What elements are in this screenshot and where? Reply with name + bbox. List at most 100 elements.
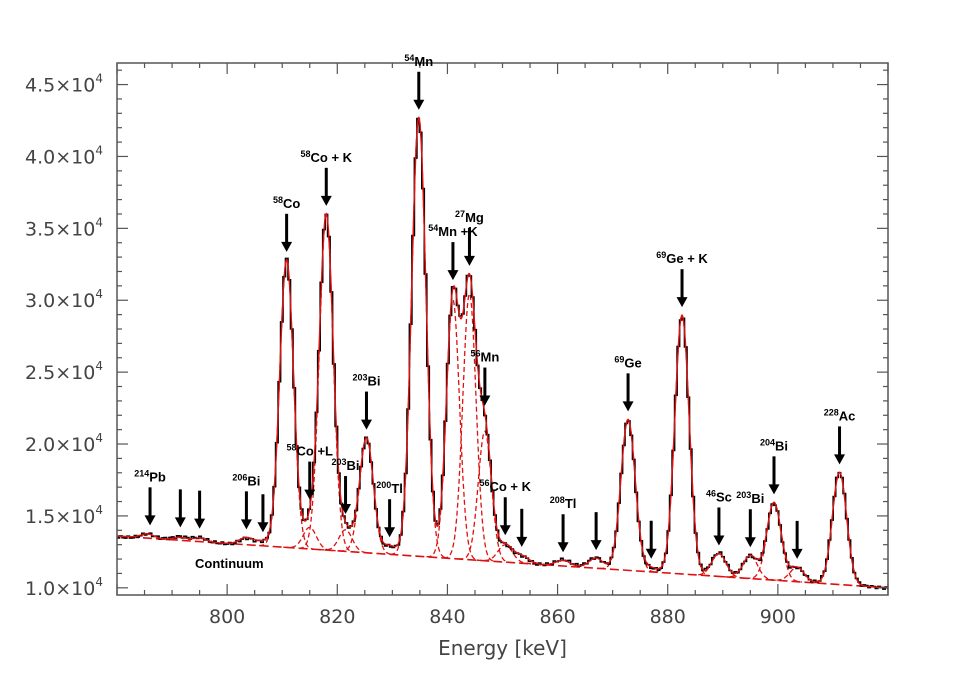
fit-component-5	[259, 258, 314, 550]
peak-annotation: 204Bi	[760, 437, 788, 495]
x-tick-label: 840	[429, 606, 465, 628]
peak-label-text: 200Tl	[376, 480, 403, 496]
fit-component-12	[426, 298, 479, 561]
peak-label-text: 69Ge + K	[656, 250, 708, 266]
peak-label-text: 203Bi	[332, 457, 360, 473]
peak-arrow-head	[479, 395, 491, 406]
peak-arrow-head	[768, 484, 780, 495]
peak-annotation: 56Mn	[470, 349, 499, 406]
x-tick-label: 880	[650, 606, 686, 628]
peak-annotation: 203Bi	[332, 457, 360, 515]
peak-arrow-head	[622, 401, 634, 412]
peak-arrow-head	[281, 241, 293, 252]
x-tick-label: 860	[539, 606, 575, 628]
peak-annotation	[516, 508, 528, 547]
x-tick-label: 900	[760, 606, 796, 628]
peak-annotation: 58Co +L	[287, 443, 334, 500]
peak-label-text: 228Ac	[824, 407, 856, 423]
peak-arrow-head	[744, 537, 756, 548]
x-tick-label: 800	[209, 606, 245, 628]
peak-annotation: 58Co	[273, 195, 300, 252]
peak-label-text: 69Ge	[614, 354, 641, 370]
peak-annotation: 203Bi	[736, 490, 764, 548]
peak-arrow-head	[360, 419, 372, 430]
peak-annotation	[590, 512, 602, 551]
peak-arrow-head	[384, 527, 396, 538]
y-tick-label: 3.5×104	[25, 215, 103, 240]
peak-annotation	[645, 520, 657, 559]
y-tick-label: 4.5×104	[25, 72, 103, 97]
peak-annotation: 228Ac	[824, 407, 856, 465]
peak-annotation	[174, 489, 186, 528]
continuum-label: Continuum	[195, 556, 264, 571]
peak-annotation: 214Pb	[134, 468, 166, 526]
peak-annotation: 206Bi	[232, 472, 260, 530]
peak-label-text: 56Co + K	[479, 478, 531, 494]
peak-arrow-head	[304, 489, 316, 500]
peak-arrow-head	[320, 195, 332, 206]
peak-annotation: 46Sc	[706, 488, 732, 546]
fit-component-21	[653, 314, 711, 577]
peak-annotation	[791, 520, 803, 559]
peak-label-text: 58Co	[273, 195, 300, 211]
peak-arrow-head	[791, 548, 803, 559]
fit-component-26	[810, 471, 868, 588]
peak-annotation: 27Mg	[455, 209, 484, 266]
peak-arrow-head	[834, 454, 846, 465]
peak-arrow-head	[413, 99, 425, 110]
peak-annotation: 69Ge	[614, 354, 642, 412]
data-histogram	[117, 117, 889, 590]
axes: 800 820 840 860 880 900 1.0×104 1.5×104 2.0×104 2…	[25, 62, 889, 628]
peak-label-text: 27Mg	[455, 209, 484, 225]
data-histogram-path	[117, 117, 889, 590]
peak-label-text: 204Bi	[760, 437, 788, 453]
peak-annotation: 200Tl	[376, 480, 403, 538]
peak-arrow-head	[340, 504, 352, 515]
peak-annotation	[194, 490, 206, 529]
peak-arrow-head	[257, 522, 269, 533]
peak-arrow-head	[557, 542, 569, 553]
peak-label-text: 203Bi	[736, 490, 764, 506]
peak-annotation: 54Mn	[404, 53, 433, 110]
y-tick-label: 4.0×104	[25, 143, 103, 168]
y-tick-label: 2.0×104	[25, 431, 103, 456]
x-axis-title: Energy [keV]	[438, 636, 567, 660]
peak-arrow-head	[144, 515, 156, 526]
peak-annotation: 69Ge + K	[656, 250, 708, 308]
y-tick-label: 2.5×104	[25, 359, 103, 384]
peak-label-text: 54Mn	[404, 53, 433, 69]
peak-annotations: 214Pb 206Bi 58Co 58Co +L 58Co + K 203Bi 203Bi 2…	[134, 53, 856, 559]
peak-arrow-head	[516, 536, 528, 547]
continuum-line-path	[116, 535, 889, 589]
fit-component-22	[690, 552, 747, 579]
peak-label-text: 208Tl	[550, 495, 577, 511]
peak-label-text: 58Co +L	[287, 443, 334, 459]
y-tick-label: 3.0×104	[25, 287, 103, 312]
peak-label-text: 46Sc	[706, 488, 732, 504]
y-tick-label: 1.0×104	[25, 575, 103, 600]
fit-component-9	[338, 437, 394, 556]
peak-arrow-head	[447, 270, 459, 281]
peak-arrow-head	[240, 519, 252, 530]
peak-label-text: 203Bi	[352, 373, 380, 389]
peak-arrow-head	[713, 535, 725, 546]
peak-arrow-head	[645, 548, 657, 559]
peak-label-text: 58Co + K	[300, 149, 352, 165]
fit-component-24	[745, 501, 803, 583]
peak-annotation: 203Bi	[352, 373, 380, 430]
peak-annotation: 58Co + K	[300, 149, 353, 206]
y-tick-label: 1.5×104	[25, 503, 103, 528]
peak-arrow-head	[590, 540, 602, 551]
peak-arrow-head	[174, 517, 186, 528]
peak-annotation	[257, 494, 269, 533]
peak-label-text: 206Bi	[232, 472, 260, 488]
peak-arrow-head	[194, 518, 206, 529]
peak-arrow-head	[676, 297, 688, 308]
peak-annotation: 208Tl	[550, 495, 577, 553]
fit-component-14	[458, 430, 511, 564]
peak-label-text: 56Mn	[470, 349, 499, 365]
fit-curve	[116, 116, 888, 589]
peak-label-text: 214Pb	[134, 468, 166, 484]
fit-component-13	[443, 292, 496, 562]
